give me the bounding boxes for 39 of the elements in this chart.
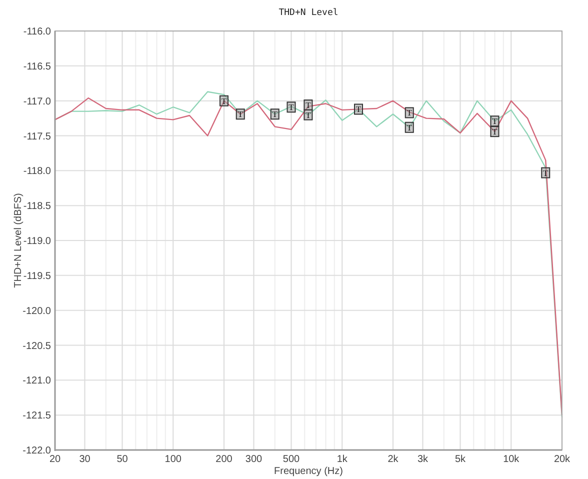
y-tick-label: -116.0 <box>23 26 52 38</box>
y-tick-label: -120.5 <box>22 340 52 352</box>
x-tick-label: 100 <box>164 454 182 465</box>
annotation: T <box>238 109 244 120</box>
y-tick-label: -121.5 <box>22 410 52 422</box>
x-tick-label: 20k <box>554 454 572 465</box>
y-tick-label: -119.5 <box>23 270 52 282</box>
annotation: T <box>306 100 312 110</box>
x-tick-label: 30 <box>79 454 91 465</box>
x-tick-label: 200 <box>216 454 233 465</box>
x-tick-label: 5k <box>454 454 467 465</box>
x-tick-label: 2k <box>388 454 400 465</box>
y-tick-label: -117.0 <box>23 96 52 108</box>
y-tick-label: -120.0 <box>22 306 52 317</box>
y-tick-label: -121.0 <box>22 376 52 387</box>
y-tick-label: -122.0 <box>22 446 52 456</box>
y-tick-label: -117.5 <box>23 131 52 142</box>
y-tick-label: -119.0 <box>23 236 52 247</box>
x-tick-label: 50 <box>116 454 128 465</box>
annotation: T <box>492 116 498 126</box>
x-tick-label: 500 <box>282 454 300 465</box>
x-tick-label: 300 <box>245 454 263 465</box>
annotation: T <box>272 109 278 120</box>
annotation: T <box>406 122 413 132</box>
annotation: T <box>406 108 413 118</box>
x-tick-label: 3k <box>417 454 430 465</box>
annotation: T <box>288 102 295 112</box>
y-axis-title: THD+N Level (dBFS) <box>13 193 24 288</box>
annotation: T <box>543 168 550 178</box>
y-tick-label: -118.0 <box>23 166 52 178</box>
annotation: T <box>306 110 312 120</box>
x-tick-label: 1k <box>336 454 348 465</box>
chart-title: THD+N Level <box>278 8 338 18</box>
x-axis-title: Frequency (Hz) <box>274 466 343 477</box>
annotation: T <box>492 126 498 137</box>
x-tick-label: 20 <box>49 454 61 465</box>
y-tick-label: -118.5 <box>23 201 52 212</box>
y-tick-label: -116.5 <box>23 61 52 72</box>
x-tick-label: 10k <box>503 454 520 465</box>
